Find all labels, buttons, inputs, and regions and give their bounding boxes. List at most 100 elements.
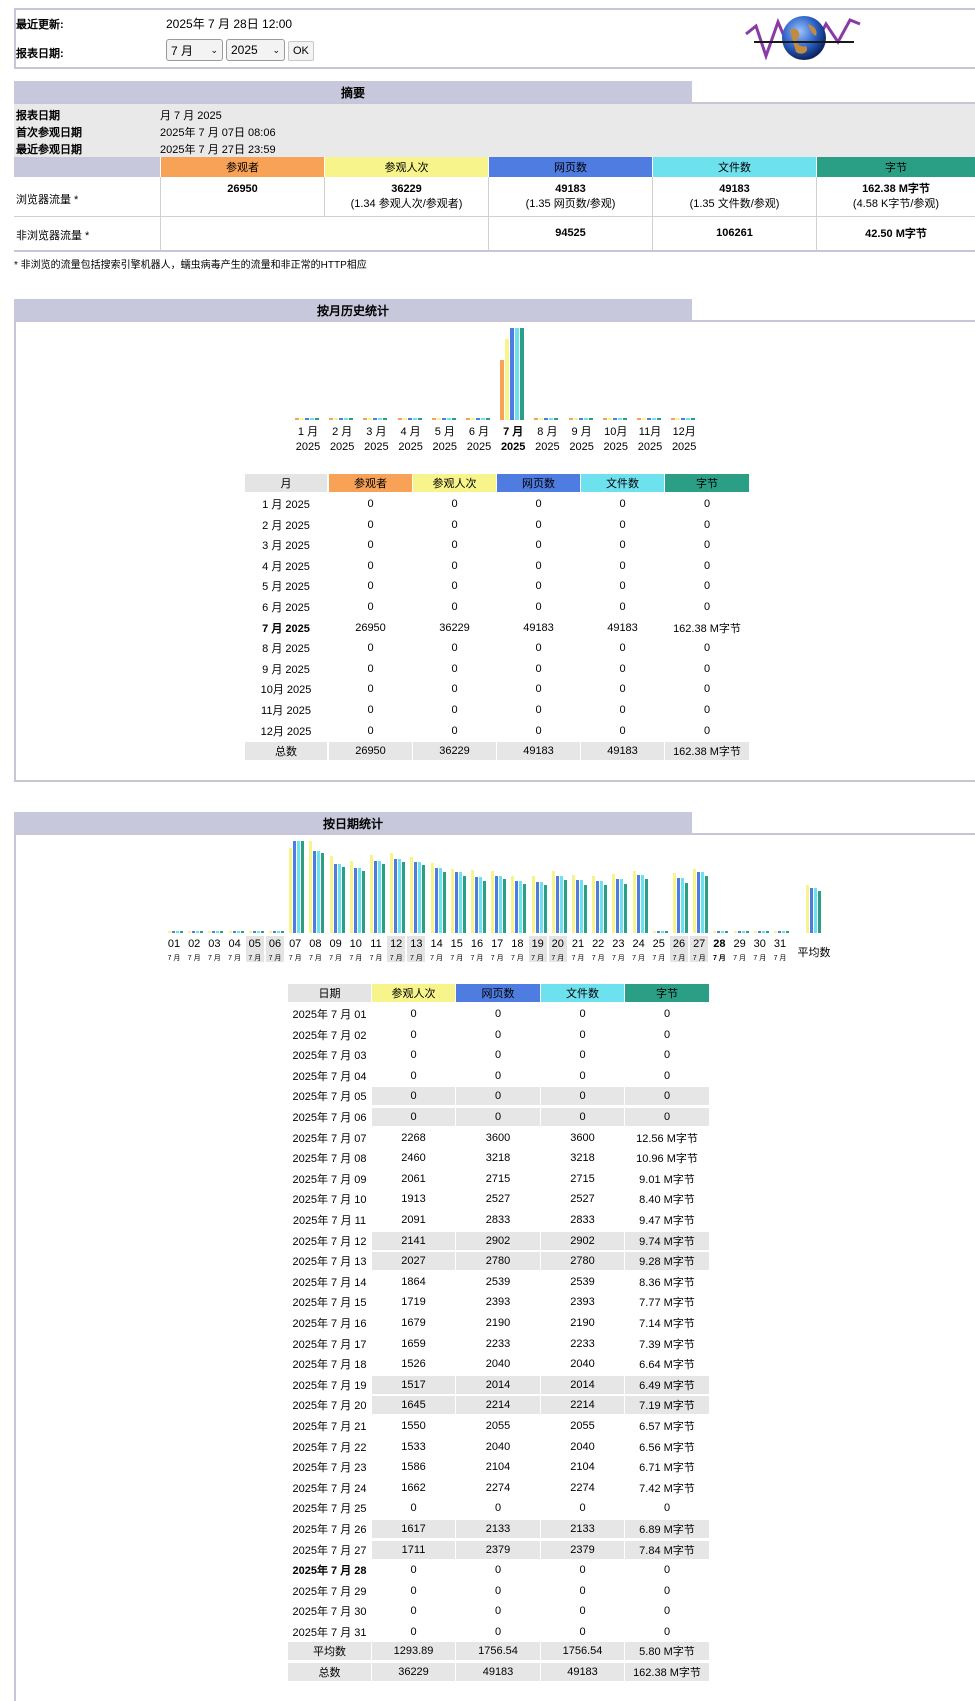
daily-axis-day: 29 bbox=[733, 938, 746, 950]
header-panel bbox=[14, 8, 975, 69]
monthly-table-cell: 0 bbox=[367, 704, 374, 716]
daily-bar bbox=[745, 931, 749, 933]
month-select[interactable]: 7 月 ⌄ bbox=[166, 39, 223, 61]
daily-axis-month: 7 月 bbox=[369, 955, 383, 962]
daily-table-cell: 2025年 7 月 20 bbox=[292, 1400, 367, 1413]
daily-bar bbox=[329, 856, 333, 933]
daily-table-cell: 0 bbox=[579, 1008, 586, 1020]
monthly-axis-month: 7 月 bbox=[503, 426, 524, 438]
daily-axis-day: 27 bbox=[693, 938, 706, 950]
daily-bar bbox=[172, 931, 175, 933]
daily-table-cell: 6.57 M字节 bbox=[639, 1421, 695, 1433]
daily-bar bbox=[753, 931, 757, 933]
daily-bar bbox=[604, 885, 608, 933]
chevron-down-icon: ⌄ bbox=[210, 44, 218, 55]
daily-axis-month: 7 月 bbox=[248, 955, 262, 962]
daily-table-cell: 2025年 7 月 25 bbox=[292, 1503, 367, 1516]
daily-table-cell: 2833 bbox=[485, 1214, 511, 1226]
monthly-table-cell: 5 月 2025 bbox=[262, 581, 310, 594]
daily-bar bbox=[398, 859, 402, 933]
daily-table-cell: 2025年 7 月 11 bbox=[292, 1215, 367, 1227]
monthly-bar bbox=[549, 418, 554, 420]
daily-table-cell: 3218 bbox=[485, 1152, 511, 1165]
daily-bar bbox=[438, 868, 442, 933]
ok-button[interactable]: OK bbox=[288, 41, 314, 61]
daily-table-cell: 0 bbox=[663, 1069, 671, 1082]
daily-bar bbox=[289, 848, 293, 933]
monthly-axis-year: 2025 bbox=[329, 441, 355, 453]
monthly-bar bbox=[431, 418, 436, 420]
monthly-bar bbox=[295, 418, 299, 420]
daily-bar bbox=[786, 931, 789, 933]
monthly-axis-year: 2025 bbox=[637, 441, 663, 453]
monthly-table-cell: 9 月 2025 bbox=[262, 663, 310, 676]
daily-axis-month: 7 月 bbox=[510, 955, 524, 962]
daily-table-cell: 2539 bbox=[570, 1275, 595, 1288]
summary-row-divider bbox=[14, 216, 975, 217]
daily-bar bbox=[624, 884, 628, 933]
summary-col-divider bbox=[324, 177, 325, 216]
daily-axis-month: 7 月 bbox=[349, 955, 363, 962]
daily-table-cell: 2379 bbox=[456, 1540, 540, 1559]
daily-bar bbox=[717, 931, 721, 933]
daily-table-cell: 2025年 7 月 07 bbox=[292, 1132, 367, 1145]
daily-table-cell: 9.01 M字节 bbox=[639, 1173, 695, 1186]
monthly-bar bbox=[588, 418, 593, 420]
daily-axis-month: 7 月 bbox=[450, 955, 464, 962]
daily-table-cell: 1719 bbox=[401, 1296, 426, 1309]
daily-bar bbox=[236, 931, 240, 933]
daily-axis-day: 28 bbox=[713, 938, 726, 950]
monthly-axis-month: 9 月 bbox=[571, 426, 592, 438]
daily-table-cell: 2025年 7 月 15 bbox=[292, 1297, 367, 1310]
daily-bar bbox=[673, 873, 676, 933]
daily-total-cell: 49183 bbox=[541, 1663, 624, 1681]
monthly-table-cell: 0 bbox=[619, 662, 626, 675]
daily-table-cell: 2025年 7 月 09 bbox=[292, 1173, 367, 1186]
daily-table-cell: 0 bbox=[494, 1028, 502, 1041]
daily-bar bbox=[531, 876, 535, 933]
daily-table-cell: 2233 bbox=[485, 1337, 511, 1350]
daily-bar bbox=[681, 878, 684, 933]
daily-table-cell: 0 bbox=[410, 1069, 417, 1082]
daily-axis-day: 14 bbox=[430, 938, 443, 950]
daily-table-cell: 0 bbox=[372, 1108, 455, 1126]
daily-axis-month: 7 月 bbox=[531, 955, 545, 962]
weekend-marker bbox=[407, 936, 426, 962]
daily-axis-month: 7 月 bbox=[167, 955, 181, 962]
daily-bar bbox=[281, 931, 284, 933]
daily-bar bbox=[705, 876, 709, 933]
daily-axis-day: 10 bbox=[349, 938, 362, 950]
daily-axis-day: 19 bbox=[531, 938, 544, 950]
monthly-axis-month: 5 月 bbox=[434, 426, 455, 438]
daily-bar bbox=[390, 853, 394, 933]
daily-table-cell: 2025年 7 月 29 bbox=[292, 1585, 367, 1598]
daily-axis-day: 05 bbox=[248, 938, 261, 950]
monthly-bar bbox=[554, 418, 559, 420]
daily-bar bbox=[293, 841, 297, 933]
daily-bar bbox=[580, 880, 583, 933]
daily-table-cell: 0 bbox=[410, 1605, 417, 1618]
monthly-bar bbox=[471, 418, 475, 420]
monthly-table-cell: 0 bbox=[703, 724, 711, 737]
monthly-table-cell: 0 bbox=[619, 642, 626, 655]
monthly-table-cell: 0 bbox=[451, 642, 458, 655]
daily-table-cell: 7.77 M字节 bbox=[639, 1297, 695, 1310]
daily-table-cell: 0 bbox=[579, 1049, 586, 1062]
daily-bar bbox=[252, 931, 256, 933]
daily-table-cell: 6.64 M字节 bbox=[639, 1359, 695, 1372]
daily-table-cell: 0 bbox=[663, 1564, 671, 1577]
monthly-table-cell: 0 bbox=[451, 601, 458, 613]
daily-table-cell: 2025年 7 月 08 bbox=[292, 1153, 367, 1166]
monthly-bar bbox=[349, 418, 354, 420]
daily-table-cell: 2025年 7 月 02 bbox=[292, 1029, 367, 1042]
daily-table-cell: 0 bbox=[372, 1087, 455, 1106]
monthly-table-cell: 0 bbox=[535, 580, 542, 593]
daily-table-cell: 0 bbox=[494, 1605, 502, 1618]
browser-files: 49183 bbox=[719, 183, 750, 195]
daily-axis-month: 7 月 bbox=[409, 955, 423, 962]
daily-bar bbox=[188, 931, 192, 933]
daily-table-cell: 0 bbox=[494, 1502, 502, 1515]
daily-bar bbox=[741, 931, 745, 933]
year-select[interactable]: 2025 ⌄ bbox=[226, 39, 285, 61]
daily-bar bbox=[341, 867, 345, 933]
